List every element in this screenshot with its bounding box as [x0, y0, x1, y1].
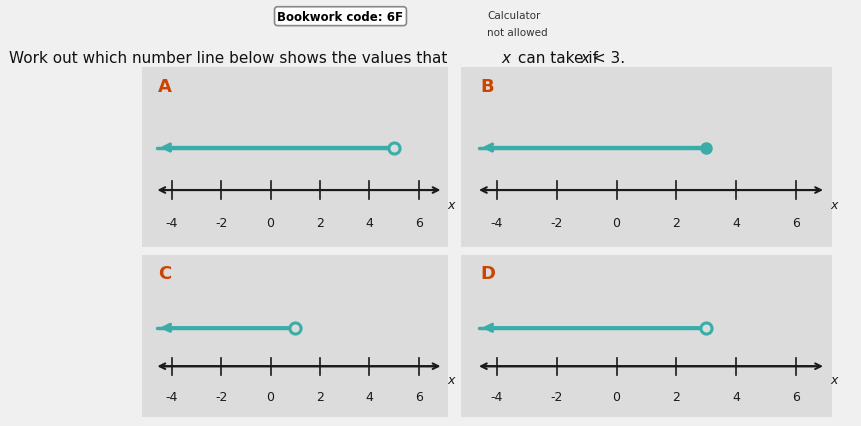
- Text: C: C: [158, 264, 171, 282]
- Text: Calculator: Calculator: [486, 11, 540, 20]
- Text: -4: -4: [165, 390, 178, 403]
- Text: Bookwork code: 6F: Bookwork code: 6F: [277, 11, 403, 23]
- Text: not allowed: not allowed: [486, 28, 547, 37]
- Text: 0: 0: [612, 217, 620, 230]
- Text: Work out which number line below shows the values that: Work out which number line below shows t…: [9, 51, 451, 66]
- Text: 0: 0: [612, 390, 620, 403]
- Text: 2: 2: [672, 217, 679, 230]
- Text: -4: -4: [165, 217, 178, 230]
- Text: 6: 6: [414, 217, 422, 230]
- Text: 6: 6: [791, 390, 799, 403]
- Text: 0: 0: [266, 390, 275, 403]
- Text: 6: 6: [414, 390, 422, 403]
- Text: 4: 4: [365, 390, 373, 403]
- Text: 2: 2: [316, 390, 324, 403]
- Text: 2: 2: [672, 390, 679, 403]
- Text: < 3.: < 3.: [587, 51, 624, 66]
- Text: -2: -2: [550, 217, 562, 230]
- Text: -4: -4: [490, 390, 503, 403]
- Text: -2: -2: [214, 390, 227, 403]
- Text: 4: 4: [365, 217, 373, 230]
- Text: 0: 0: [266, 217, 275, 230]
- Text: -4: -4: [490, 217, 503, 230]
- Text: A: A: [158, 78, 172, 95]
- Text: $x$: $x$: [447, 373, 456, 386]
- Text: 4: 4: [731, 390, 740, 403]
- Text: $x$: $x$: [447, 198, 456, 211]
- Text: x: x: [501, 51, 510, 66]
- Text: B: B: [480, 78, 493, 95]
- Text: -2: -2: [550, 390, 562, 403]
- Text: 6: 6: [791, 217, 799, 230]
- Text: x: x: [579, 51, 588, 66]
- Text: D: D: [480, 264, 495, 282]
- Text: $x$: $x$: [829, 198, 839, 211]
- Text: 4: 4: [731, 217, 740, 230]
- Text: can take if: can take if: [512, 51, 602, 66]
- Text: -2: -2: [214, 217, 227, 230]
- Text: 2: 2: [316, 217, 324, 230]
- Text: $x$: $x$: [829, 373, 839, 386]
